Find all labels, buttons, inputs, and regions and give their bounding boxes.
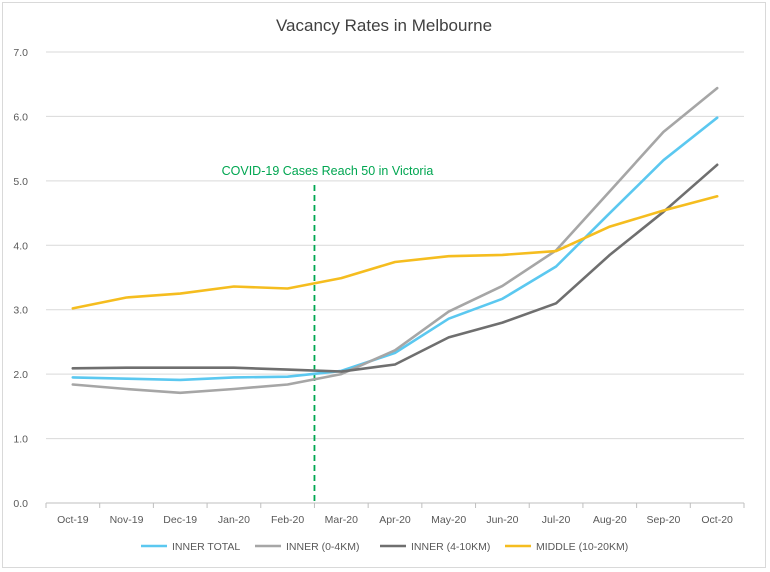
legend-label: INNER (4-10KM) [411,541,490,553]
chart-title: Vacancy Rates in Melbourne [276,16,492,35]
x-tick-label: Apr-20 [379,514,411,526]
gridlines [46,51,744,504]
series-line-1 [71,86,719,395]
x-tick-label: Jul-20 [542,514,571,526]
legend-label: MIDDLE (10-20KM) [536,541,628,553]
x-tick-label: Oct-19 [57,514,89,526]
y-tick-label: 3.0 [13,305,28,317]
legend-label: INNER TOTAL [172,541,240,553]
x-axis-ticks: Oct-19 Nov-19 Dec-19 Jan-20 Feb-20 Mar-20 Apr-… [45,503,745,526]
y-axis-ticks: 0.0 1.0 2.0 3.0 4.0 5.0 6.0 7.0 [13,47,28,510]
x-tick-label: Aug-20 [593,514,627,526]
y-tick-label: 2.0 [13,369,28,381]
x-tick-label: May-20 [431,514,466,526]
covid-annotation-label: COVID-19 Cases Reach 50 in Victoria [222,164,434,178]
y-tick-label: 0.0 [13,498,28,510]
x-tick-label: Nov-19 [110,514,144,526]
series-line-0 [71,116,719,382]
x-tick-label: Mar-20 [325,514,358,526]
legend-label: INNER (0-4KM) [286,541,360,553]
x-tick-label: Oct-20 [701,514,733,526]
legend: INNER TOTAL INNER (0-4KM) INNER (4-10KM) MI… [141,541,628,553]
x-tick-label: Dec-19 [163,514,197,526]
x-tick-label: Jan-20 [218,514,250,526]
series-lines [71,86,719,395]
annotation: COVID-19 Cases Reach 50 in Victoria [222,164,434,503]
x-tick-label: Jun-20 [486,514,518,526]
series-line-3 [71,195,719,310]
x-tick-label: Feb-20 [271,514,304,526]
y-tick-label: 5.0 [13,176,28,188]
y-tick-label: 7.0 [13,47,28,59]
y-tick-label: 1.0 [13,434,28,446]
series-line-2 [71,163,719,373]
y-tick-label: 4.0 [13,240,28,252]
x-tick-label: Sep-20 [647,514,681,526]
y-tick-label: 6.0 [13,111,28,123]
